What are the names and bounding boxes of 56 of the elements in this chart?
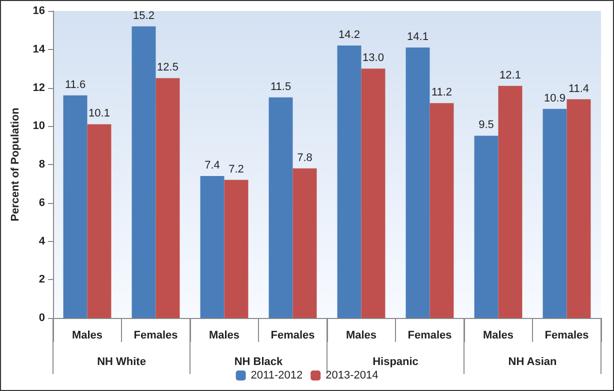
y-tick-label: 4	[38, 235, 46, 248]
bar	[156, 78, 180, 318]
y-axis-title: Percent of Population	[10, 107, 22, 222]
data-label: 9.5	[478, 119, 494, 132]
data-label: 7.2	[228, 163, 244, 176]
data-label: 11.4	[568, 82, 590, 95]
y-tick-label: 14	[32, 43, 46, 56]
legend-label: 2011-2012	[250, 370, 303, 382]
y-tick-label: 2	[38, 274, 45, 286]
data-label: 14.2	[338, 29, 360, 42]
bar	[268, 97, 293, 318]
data-label: 12.5	[157, 62, 178, 74]
x-tick-label: Females	[544, 330, 589, 342]
data-label: 10.1	[88, 108, 110, 120]
bar	[200, 176, 224, 318]
bar	[87, 124, 112, 318]
bar	[337, 46, 362, 318]
bar	[361, 68, 386, 318]
x-tick-label: Males	[482, 330, 514, 342]
data-label: 12.1	[500, 69, 521, 82]
bar	[542, 108, 567, 318]
data-label: 14.1	[407, 30, 428, 43]
x-tick-label: Females	[408, 330, 452, 342]
data-label: 11.2	[431, 86, 452, 99]
data-label: 13.0	[362, 52, 384, 64]
bar	[566, 99, 591, 318]
y-tick-label: 6	[38, 196, 45, 209]
y-tick-label: 12	[32, 82, 45, 94]
bar	[224, 180, 248, 318]
bar	[474, 136, 498, 318]
text: Hispanic	[372, 356, 418, 368]
bar	[498, 86, 522, 318]
y-tick-label: 0	[38, 312, 45, 324]
text: NH Black	[234, 356, 284, 368]
bar	[63, 95, 88, 318]
x-tick-label: Males	[208, 330, 240, 342]
x-tick-label: Males	[72, 330, 103, 342]
data-label: 7.8	[297, 152, 312, 164]
bar	[292, 168, 317, 318]
data-label: 11.6	[64, 78, 86, 91]
bar	[430, 103, 454, 318]
data-label: 7.4	[204, 160, 220, 172]
data-label: 11.5	[270, 80, 292, 93]
legend-label: 2013-2014	[326, 370, 378, 382]
bar	[406, 47, 430, 318]
y-tick-label: 8	[38, 158, 45, 170]
x-tick-label: Females	[134, 330, 178, 342]
y-tick-label: 10	[32, 120, 45, 132]
x-tick-label: Females	[270, 330, 315, 342]
data-label: 10.9	[544, 92, 566, 104]
bar	[132, 26, 156, 318]
text: NH White	[97, 356, 146, 368]
text: NH Asian	[508, 356, 558, 368]
y-tick-label: 16	[32, 5, 45, 17]
x-tick-label: Males	[346, 330, 377, 342]
data-label: 15.2	[133, 10, 154, 22]
